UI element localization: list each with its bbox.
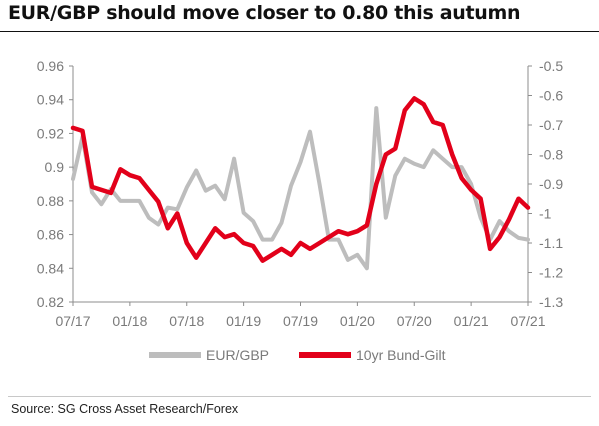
x-tick-label: 01/21 [454,313,489,329]
x-tick-label: 01/20 [340,313,375,329]
series-line-eurgbp [71,106,530,271]
x-tick-label: 01/19 [226,313,261,329]
y-left-tick-label: 0.88 [37,193,64,209]
y-left-tick-label: 0.92 [37,125,64,141]
source-note: Source: SG Cross Asset Research/Forex [11,402,239,416]
y-right-tick-label: -0.7 [539,117,563,133]
y-right-tick-label: -1.2 [539,265,563,281]
y-left-tick-label: 0.84 [37,260,64,276]
x-tick-label: 07/19 [283,313,318,329]
y-left-tick-label: 0.94 [37,92,64,108]
legend-label-eurgbp: EUR/GBP [206,347,269,363]
y-right-tick-label: -0.8 [539,147,563,163]
page-title: EUR/GBP should move closer to 0.80 this … [8,2,521,24]
y-left-tick-label: 0.82 [37,294,64,310]
x-tick-label: 07/20 [397,313,432,329]
y-left-tick-label: 0.9 [45,159,65,175]
x-tick-label: 07/17 [55,313,90,329]
title-rule [0,31,599,32]
axes: 0.96 0.94 0.92 0.9 0.88 0.86 0.84 0.82 -0.5 -0.6 -… [37,58,564,329]
y-left-tick-label: 0.86 [37,227,64,243]
y-right-tick-label: -0.5 [539,58,563,74]
series-line-bund-gilt [70,96,531,263]
series-layer [70,96,531,271]
source-rule [8,396,591,397]
y-right-tick-label: -1 [539,206,552,222]
legend: EUR/GBP 10yr Bund-Gilt [149,347,446,363]
legend-label-bund-gilt: 10yr Bund-Gilt [356,347,446,363]
x-tick-label: 07/18 [169,313,204,329]
y-left-tick-label: 0.96 [37,58,64,74]
x-tick-label: 07/21 [510,313,545,329]
y-right-tick-label: -0.6 [539,88,563,104]
y-right-tick-label: -1.1 [539,235,563,251]
y-right-tick-label: -1.3 [539,294,563,310]
x-tick-label: 01/18 [112,313,147,329]
y-right-tick-label: -0.9 [539,176,563,192]
